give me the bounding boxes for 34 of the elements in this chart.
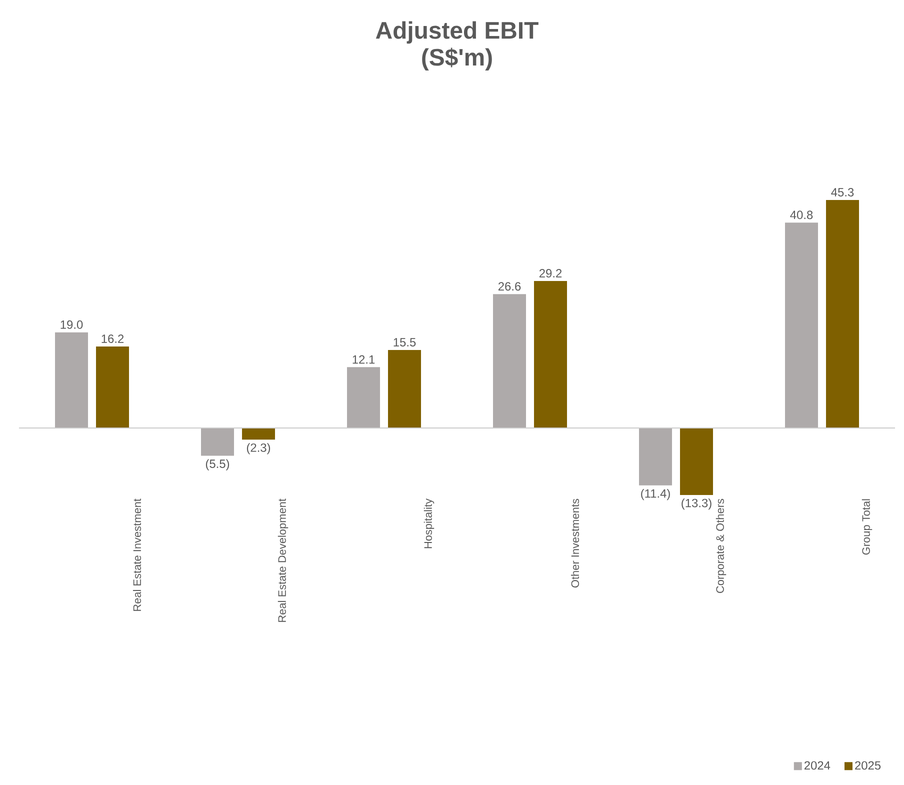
x-tick-label: Other Investments (570, 498, 580, 588)
x-tick-label: Real Estate Investment (132, 498, 142, 611)
bar (55, 332, 88, 428)
data-label: (2.3) (246, 443, 270, 454)
bar (347, 367, 380, 428)
x-tick-label: Group Total (862, 499, 872, 555)
x-tick-label: Real Estate Development (278, 498, 288, 622)
bar (388, 350, 422, 428)
data-label: 19.0 (60, 320, 83, 329)
data-label: 45.3 (831, 188, 854, 196)
chart-title: Adjusted EBIT (376, 21, 538, 44)
data-label: 26.6 (498, 282, 521, 291)
data-label: 12.1 (352, 355, 375, 364)
bar (680, 428, 714, 495)
data-label: 16.2 (102, 334, 124, 343)
chart-subtitle: (S$'m) (422, 48, 492, 70)
data-label: (5.5) (206, 459, 230, 470)
data-label: (13.3) (682, 498, 712, 510)
legend-label: 2024 (804, 761, 830, 770)
data-label: 40.8 (790, 210, 813, 220)
x-tick-label: Hospitality (424, 498, 434, 548)
bar (493, 294, 526, 428)
data-label: (11.4) (641, 488, 670, 500)
x-tick-label: Corporate & Others (716, 498, 726, 593)
data-label: 15.5 (394, 338, 416, 346)
bar (534, 281, 568, 428)
bar (201, 428, 234, 456)
bar (96, 346, 130, 428)
data-label: 29.2 (539, 269, 562, 278)
bar (785, 222, 818, 428)
bar (242, 428, 276, 440)
legend-label: 2025 (855, 761, 881, 770)
bar (639, 428, 672, 486)
bar (826, 200, 860, 428)
